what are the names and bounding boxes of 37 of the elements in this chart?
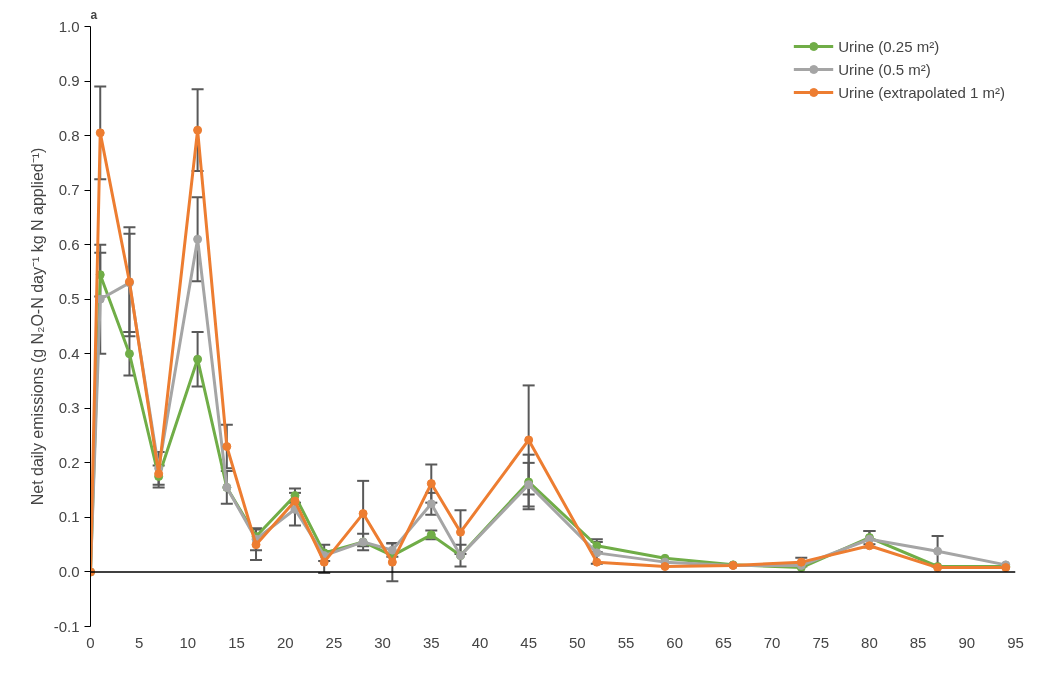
y-tick-label: 0.1 [58, 508, 80, 526]
x-tick-label: 20 [276, 633, 294, 651]
x-tick-label: 0 [86, 633, 95, 651]
y-tick-label: 0.2 [58, 453, 80, 471]
x-tick-label: 70 [763, 633, 781, 651]
y-tick-label: 0.7 [58, 181, 80, 199]
y-tick-label: 1.0 [58, 17, 80, 35]
x-tick-label: 75 [812, 633, 830, 651]
x-tick-label: 55 [617, 633, 635, 651]
x-tick-label: 65 [715, 633, 732, 651]
x-tick-label: 25 [325, 633, 343, 651]
y-tick-label: 0.3 [58, 399, 80, 417]
chart-title: a [90, 7, 98, 22]
y-tick-label: 0.8 [58, 126, 80, 144]
x-tick-label: 35 [422, 633, 440, 651]
x-tick-label: 15 [228, 633, 245, 651]
x-tick-label: 50 [569, 633, 586, 651]
x-tick-label: 10 [179, 633, 197, 651]
x-tick-label: 45 [520, 633, 537, 651]
y-tick-label: -0.1 [53, 617, 80, 635]
y-tick-label: 0.4 [58, 344, 80, 362]
y-tick-label: 0.6 [58, 235, 80, 253]
x-tick-label: 85 [909, 633, 927, 651]
x-tick-label: 40 [471, 633, 489, 651]
x-tick-label: 80 [861, 633, 878, 651]
y-tick-label: 0.0 [58, 562, 80, 580]
x-tick-label: 95 [1007, 633, 1024, 651]
x-tick-label: 5 [135, 633, 144, 651]
x-tick-label: 60 [666, 633, 684, 651]
x-tick-label: 30 [374, 633, 391, 651]
legend-label: Urine (extrapolated 1 m²) [838, 83, 1005, 101]
x-tick-label: 90 [958, 633, 976, 651]
legend-label: Urine (0.5 m²) [838, 60, 931, 78]
y-tick-label: 0.5 [58, 290, 80, 308]
y-tick-label: 0.9 [58, 72, 80, 90]
legend-label: Urine (0.25 m²) [838, 37, 940, 55]
y-axis-title: Net daily emissions (g N₂O-N day⁻¹ kg N applied⁻¹) [28, 147, 46, 506]
